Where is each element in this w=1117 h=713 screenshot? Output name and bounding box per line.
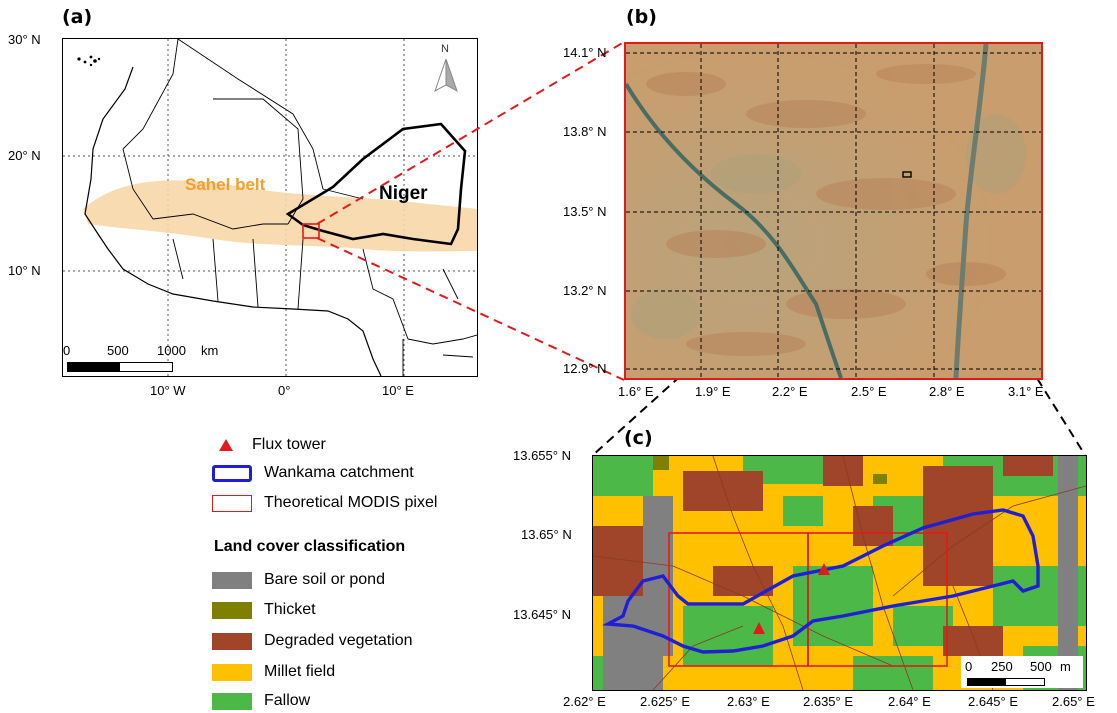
panel-a-map: Sahel belt Niger N 0 500 1000 km	[62, 38, 478, 377]
scalebar	[967, 678, 1045, 686]
class-swatch	[212, 692, 252, 710]
legend-class: Millet field	[212, 661, 335, 683]
lat-tick: 13.65° N	[521, 527, 572, 542]
scalebar-label: 500	[1030, 659, 1052, 674]
niger-label: Niger	[379, 183, 428, 204]
lon-tick: 2.625° E	[640, 694, 691, 709]
triangle-icon	[219, 439, 233, 451]
legend-label: Thicket	[264, 601, 316, 618]
class-swatch	[212, 632, 252, 650]
lon-tick: 1.6° E	[618, 384, 654, 399]
scalebar-label: 500	[107, 343, 129, 358]
legend-class: Thicket	[212, 599, 316, 621]
panel-a-label: (a)	[62, 6, 93, 28]
class-swatch	[212, 601, 252, 619]
study-area-box	[302, 223, 320, 239]
lat-tick: 12.9° N	[563, 361, 607, 376]
lat-tick: 13.8° N	[563, 124, 607, 139]
lat-tick: 13.645° N	[513, 607, 571, 622]
legend-label: Millet field	[264, 663, 336, 680]
panel-c-label: (c)	[624, 427, 653, 449]
north-label: N	[441, 43, 449, 55]
legend-label: Fallow	[264, 692, 311, 709]
panel-b-label: (b)	[626, 6, 657, 28]
legend-class: Degraded vegetation	[212, 630, 413, 652]
lon-tick: 3.1° E	[1008, 384, 1044, 399]
lon-tick: 2.635° E	[803, 694, 854, 709]
lat-tick: 10° N	[8, 263, 41, 278]
lat-tick: 14.1° N	[563, 45, 607, 60]
lat-tick: 13.5° N	[563, 204, 607, 219]
scalebar-label: 1000	[157, 343, 186, 358]
sahel-belt-label: Sahel belt	[185, 175, 266, 194]
legend-label: Theoretical MODIS pixel	[264, 494, 438, 511]
legend-class: Fallow	[212, 690, 310, 712]
legend-label: Flux tower	[252, 436, 326, 453]
legend-flux-tower: Flux tower	[218, 434, 326, 456]
flux-tower-icon	[818, 563, 830, 575]
scalebar-label: m	[1060, 659, 1071, 674]
lat-tick: 13.2° N	[563, 283, 607, 298]
lon-tick: 2.64° E	[888, 694, 931, 709]
flux-tower-icon	[753, 622, 765, 634]
lon-tick: 2.62° E	[563, 694, 606, 709]
legend-catchment: Wankama catchment	[212, 462, 414, 484]
scalebar-label: 250	[991, 659, 1013, 674]
legend-class: Bare soil or pond	[212, 569, 385, 591]
legend-label: Degraded vegetation	[264, 632, 413, 649]
lon-tick: 1.9° E	[695, 384, 731, 399]
lat-tick: 30° N	[8, 32, 41, 47]
panel-b-satellite-image	[624, 42, 1043, 380]
legend-label: Wankama catchment	[264, 464, 414, 481]
lon-tick: 10° E	[382, 383, 414, 398]
scalebar-label: 0	[965, 659, 973, 674]
lon-tick: 2.63° E	[727, 694, 770, 709]
scalebar-label: 0	[63, 343, 71, 358]
catchment-swatch	[212, 464, 252, 482]
legend-label: Bare soil or pond	[264, 571, 385, 588]
lon-tick: 2.645° E	[968, 694, 1019, 709]
scalebar	[67, 362, 173, 372]
lon-tick: 2.8° E	[929, 384, 965, 399]
lon-tick: 2.2° E	[772, 384, 808, 399]
islands	[77, 55, 101, 67]
lon-tick: 2.5° E	[851, 384, 887, 399]
legend-modis: Theoretical MODIS pixel	[212, 492, 437, 514]
wankama-catchment-outline	[602, 508, 1040, 654]
lon-tick: 2.65° E	[1052, 694, 1095, 709]
scalebar-label: km	[201, 343, 219, 358]
lon-tick: 10° W	[150, 383, 186, 398]
lat-tick: 20° N	[8, 148, 41, 163]
modis-swatch	[212, 494, 252, 512]
lat-tick: 13.655° N	[513, 448, 571, 463]
class-swatch	[212, 663, 252, 681]
class-swatch	[212, 571, 252, 589]
legend-heading: Land cover classification	[214, 538, 406, 555]
lon-tick: 0°	[278, 383, 291, 398]
panel-c-landcover-map: 0 250 500 m	[592, 455, 1087, 691]
